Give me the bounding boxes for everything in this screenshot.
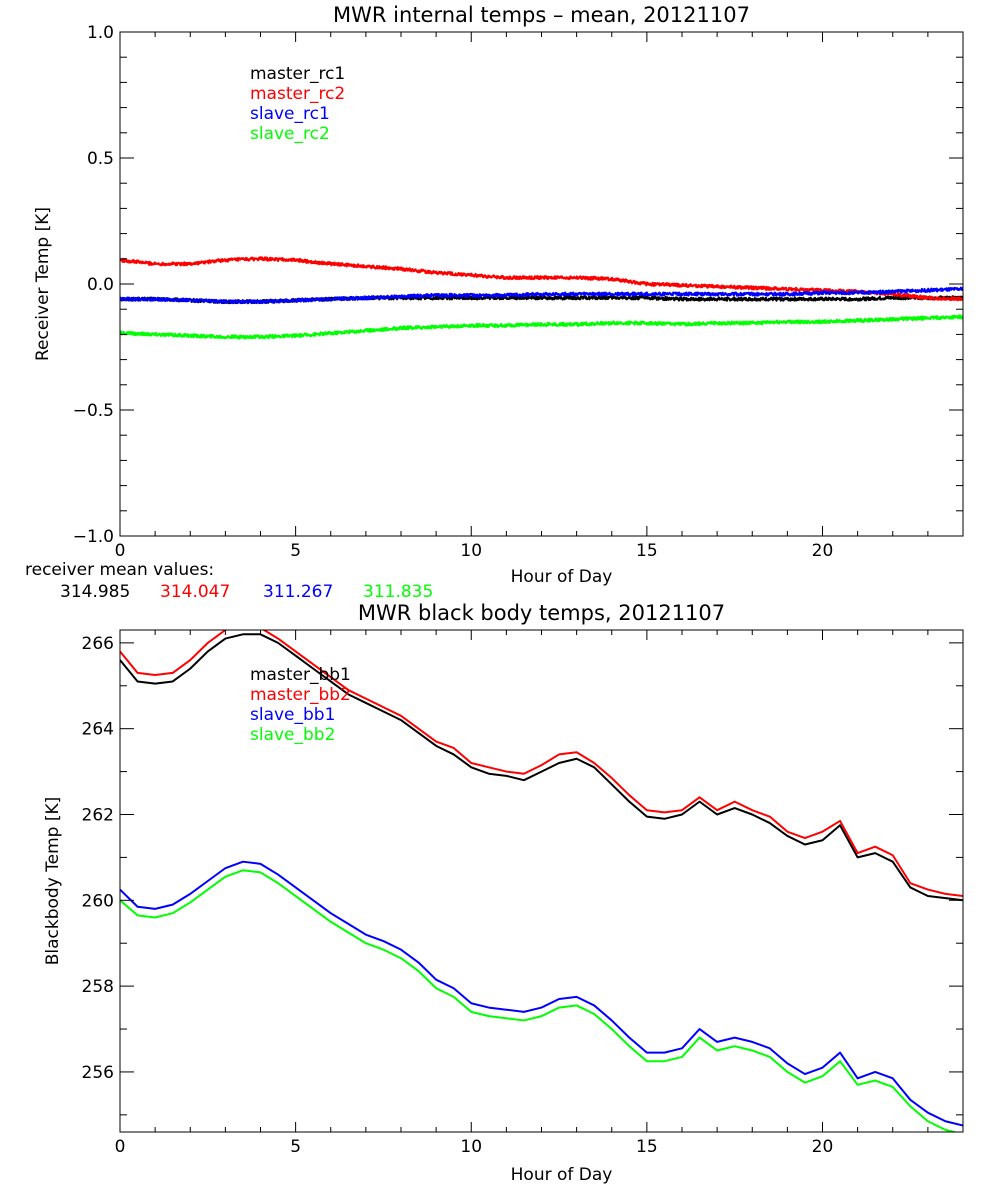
series-line-slave-rc1 bbox=[120, 286, 963, 305]
y-tick-label: −1.0 bbox=[73, 527, 114, 547]
receiver-mean-value-slave-rc2: 311.835 bbox=[363, 582, 433, 602]
y-tick-label: 1.0 bbox=[87, 23, 114, 43]
series-line-slave-bb1 bbox=[120, 860, 963, 1127]
x-tick-label: 0 bbox=[115, 541, 126, 561]
y-tick-label: 262 bbox=[82, 805, 114, 825]
receiver-mean-value-master-rc1: 314.985 bbox=[60, 582, 130, 602]
x-tick-label: 15 bbox=[636, 1137, 658, 1157]
x-tick-label: 10 bbox=[460, 541, 482, 561]
series-group bbox=[120, 256, 963, 340]
chart-title: MWR internal temps – mean, 20121107 bbox=[333, 3, 750, 27]
series-group bbox=[120, 630, 963, 1132]
y-axis-label: Receiver Temp [K] bbox=[33, 207, 53, 361]
legend-entry-slave-rc2: slave_rc2 bbox=[250, 124, 330, 144]
y-tick-label: 260 bbox=[82, 891, 114, 911]
y-axis-label: Blackbody Temp [K] bbox=[43, 797, 63, 966]
y-tick-label: 258 bbox=[82, 977, 114, 997]
x-tick-label: 10 bbox=[460, 1137, 482, 1157]
x-tick-label: 15 bbox=[636, 541, 658, 561]
x-axis-label: Hour of Day bbox=[511, 567, 613, 587]
y-tick-label: −0.5 bbox=[73, 401, 114, 421]
blackbody-temp-panel: MWR black body temps, 20121107 0 5 10 15 20 25… bbox=[43, 601, 964, 1185]
x-tick-label: 20 bbox=[812, 1137, 834, 1157]
x-axis-label: Hour of Day bbox=[511, 1165, 613, 1185]
x-tick-label: 20 bbox=[812, 541, 834, 561]
legend-entry-master-rc1: master_rc1 bbox=[250, 64, 345, 84]
receiver-mean-values: receiver mean values: 314.985 314.047 31… bbox=[25, 560, 433, 602]
legend-entry-master-rc2: master_rc2 bbox=[250, 84, 345, 104]
plot-frame bbox=[119, 31, 964, 537]
series-line-slave-rc2 bbox=[120, 314, 963, 340]
receiver-mean-label: receiver mean values: bbox=[25, 560, 214, 580]
x-tick-label: 5 bbox=[290, 541, 301, 561]
series-line-slave-bb2 bbox=[120, 869, 959, 1132]
x-tick-label: 5 bbox=[290, 1137, 301, 1157]
legend-entry-slave-bb1: slave_bb1 bbox=[250, 705, 335, 725]
legend-entry-master-bb1: master_bb1 bbox=[250, 665, 351, 685]
series-line-master-bb2 bbox=[120, 630, 963, 898]
y-tick-label: 264 bbox=[82, 720, 114, 740]
legend-entry-master-bb2: master_bb2 bbox=[250, 685, 351, 705]
receiver-mean-value-master-rc2: 314.047 bbox=[160, 582, 230, 602]
series-line-master-bb1 bbox=[120, 633, 963, 902]
y-tick-label: 0.5 bbox=[87, 149, 114, 169]
receiver-mean-value-slave-rc1: 311.267 bbox=[263, 582, 333, 602]
legend-entry-slave-bb2: slave_bb2 bbox=[250, 725, 335, 745]
receiver-temp-panel: MWR internal temps – mean, 20121107 0 5 10 1… bbox=[33, 3, 964, 587]
chart-title: MWR black body temps, 20121107 bbox=[358, 601, 725, 625]
y-tick-label: 266 bbox=[82, 634, 114, 654]
y-tick-label: 256 bbox=[82, 1063, 114, 1083]
y-tick-label: 0.0 bbox=[87, 275, 114, 295]
x-tick-label: 0 bbox=[115, 1137, 126, 1157]
legend-entry-slave-rc1: slave_rc1 bbox=[250, 104, 330, 124]
